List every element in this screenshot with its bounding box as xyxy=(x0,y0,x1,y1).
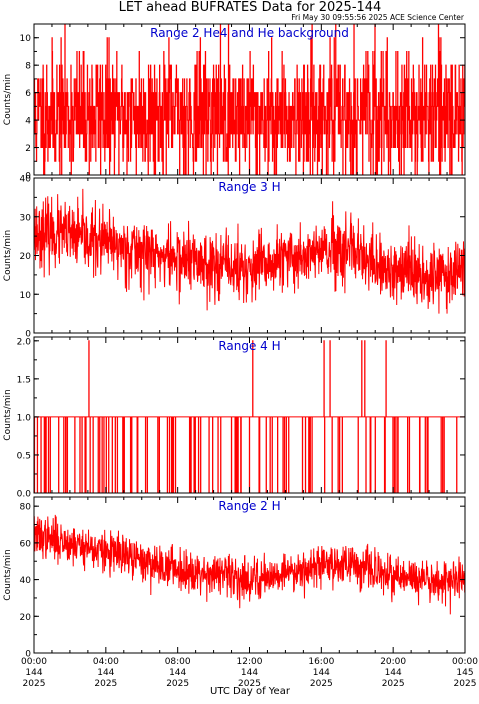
y-tick-label: 60 xyxy=(20,539,32,549)
y-tick-label: 20 xyxy=(20,613,32,623)
x-tick-label-year: 2025 xyxy=(166,679,189,689)
y-tick-label: 2 xyxy=(25,144,31,154)
x-tick-label-doy: 144 xyxy=(169,668,186,678)
panels: 0 2 4 6 8 10 Counts/min Range 2 He4 and He back… xyxy=(3,23,478,689)
panel-2: 0 10 20 30 40 Counts/min Range 3 H xyxy=(3,175,466,340)
x-tick-label-time: 04:00 xyxy=(93,657,119,667)
y-tick-label: 10 xyxy=(20,291,32,301)
panel-4: 0 20 40 60 80 Counts/min Range 2 H xyxy=(3,496,466,660)
y-axis-label: Counts/min xyxy=(3,549,13,600)
x-tick-label-time: 00:00 xyxy=(21,657,47,667)
x-tick-label-time: 16:00 xyxy=(308,657,334,667)
y-tick-label: 2.0 xyxy=(17,337,32,347)
y-tick-label: 20 xyxy=(20,252,32,262)
y-axis-label: Counts/min xyxy=(3,389,13,440)
x-tick-label-doy: 144 xyxy=(241,668,258,678)
series-line-1 xyxy=(33,514,466,615)
x-tick-label-doy: 144 xyxy=(25,668,42,678)
x-tick-label-year: 2025 xyxy=(23,679,46,689)
panel-1: 0 2 4 6 8 10 Counts/min Range 2 He4 and He back… xyxy=(3,23,466,182)
series-line-1 xyxy=(33,23,466,176)
panel-3: 0.0 0.5 1.0 1.5 2.0 Counts/min Range 4 H xyxy=(3,336,466,500)
y-tick-label: 6 xyxy=(25,89,31,99)
x-tick-label-year: 2025 xyxy=(310,679,333,689)
x-tick-label-year: 2025 xyxy=(454,679,477,689)
y-tick-label: 30 xyxy=(20,213,32,223)
panel-title: Range 2 He4 and He background xyxy=(150,26,349,40)
y-tick-label: 0 xyxy=(25,172,31,182)
y-tick-label: 0 xyxy=(25,650,31,660)
y-tick-label: 8 xyxy=(25,62,31,72)
x-tick-label-time: 08:00 xyxy=(165,657,191,667)
panel-title: Range 2 H xyxy=(218,499,280,513)
timestamp-label: Fri May 30 09:55:56 2025 ACE Science Cen… xyxy=(291,13,465,22)
y-tick-label: 40 xyxy=(20,175,32,185)
y-tick-label: 0.0 xyxy=(17,490,32,500)
y-tick-label: 4 xyxy=(25,117,31,127)
y-tick-label: 0.5 xyxy=(17,451,31,461)
x-tick-label-doy: 144 xyxy=(385,668,402,678)
panel-title: Range 4 H xyxy=(218,339,280,353)
series-line-1 xyxy=(33,188,466,314)
x-tick-label-year: 2025 xyxy=(94,679,117,689)
x-tick-label-year: 2025 xyxy=(382,679,405,689)
y-axis-label: Counts/min xyxy=(3,74,13,125)
x-tick-label-time: 00:00 xyxy=(452,657,478,667)
series-line-1 xyxy=(33,340,465,494)
x-tick-label-doy: 144 xyxy=(97,668,114,678)
y-tick-label: 10 xyxy=(20,34,32,44)
y-tick-label: 80 xyxy=(20,503,32,513)
x-tick-labels: 00:00144202504:00144202508:00144202512:0… xyxy=(21,657,478,689)
y-tick-label: 0 xyxy=(25,330,31,340)
x-tick-label-doy: 145 xyxy=(456,668,473,678)
y-tick-label: 40 xyxy=(20,576,32,586)
y-tick-label: 1.5 xyxy=(17,375,31,385)
x-tick-label-doy: 144 xyxy=(313,668,330,678)
figure-title: LET ahead BUFRATES Data for 2025-144 xyxy=(119,0,382,15)
panel-title: Range 3 H xyxy=(218,180,280,194)
y-tick-label: 1.0 xyxy=(17,413,32,423)
y-axis-label: Counts/min xyxy=(3,230,13,281)
x-axis-label: UTC Day of Year xyxy=(210,686,291,697)
x-tick-label-time: 20:00 xyxy=(380,657,406,667)
x-tick-label-year: 2025 xyxy=(238,679,261,689)
x-tick-label-time: 12:00 xyxy=(237,657,263,667)
